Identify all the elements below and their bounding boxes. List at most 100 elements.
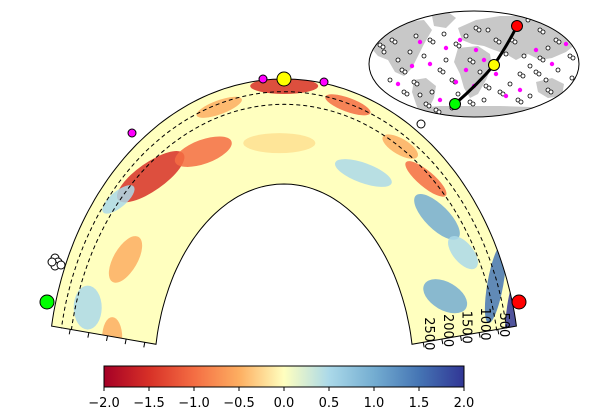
colorbar-tick-label: 1.5: [409, 396, 430, 411]
anomaly-patch: [448, 235, 478, 270]
magenta-surface-point: [319, 77, 329, 87]
map-points: [377, 17, 576, 115]
depth-tick: [143, 342, 146, 348]
map-white-point: [421, 53, 427, 59]
magenta-surface-point: [258, 74, 268, 84]
depth-tick: [106, 335, 108, 341]
depth-axis-left: [68, 329, 146, 348]
map-white-point: [476, 27, 482, 33]
map-white-point: [521, 53, 527, 59]
map-magenta-point: [395, 81, 401, 87]
colorbar-tick-label: −2.0: [88, 396, 120, 411]
map-white-point: [540, 29, 546, 35]
map-magenta-point: [549, 61, 555, 67]
anomaly-patch: [243, 133, 316, 154]
map-white-point: [560, 99, 566, 105]
colorbar-tick-label: 0.0: [274, 396, 295, 411]
map-white-point: [429, 89, 435, 95]
map-magenta-point: [533, 47, 539, 53]
map-white-point: [527, 63, 533, 69]
map-white-point: [481, 97, 487, 103]
white-surface-point: [56, 260, 66, 270]
land-australia: [536, 78, 564, 98]
white-surface-point: [416, 119, 426, 129]
depth-tick: [441, 339, 444, 345]
map-white-point: [440, 69, 446, 75]
colorbar-tick-label: −1.5: [133, 396, 165, 411]
depth-tick: [124, 339, 127, 345]
anomaly-patch: [174, 136, 232, 167]
colorbar-tick-label: 2.0: [454, 396, 475, 411]
anomaly-patch: [423, 279, 468, 314]
inset-world-map: [368, 10, 580, 118]
depth-tick-label: 2000: [440, 314, 455, 347]
map-magenta-point: [503, 93, 509, 99]
map-magenta-point: [473, 47, 479, 53]
map-white-point: [470, 59, 476, 65]
depth-tick: [422, 342, 425, 348]
depth-tick-label: 500: [496, 313, 511, 338]
map-white-point: [417, 92, 423, 98]
map-magenta-point: [493, 71, 499, 77]
map-white-point: [413, 33, 419, 39]
map-white-point: [380, 44, 386, 50]
map-magenta-point: [427, 61, 433, 67]
map-white-point: [402, 69, 408, 75]
depth-tick-label: 1500: [458, 311, 473, 344]
map-white-point: [559, 27, 565, 33]
anomaly-patch: [335, 159, 392, 187]
map-white-point: [441, 31, 447, 37]
anomaly-patch: [73, 285, 102, 330]
land-antarctica: [370, 106, 579, 117]
profile-mid-marker: [276, 71, 292, 87]
depth-tick: [68, 329, 71, 335]
map-white-point: [392, 39, 398, 45]
map-white-point: [520, 73, 526, 79]
depth-tick: [497, 329, 500, 335]
map-magenta-point: [417, 39, 423, 45]
map-white-point: [387, 77, 393, 83]
map-magenta-point: [457, 37, 463, 43]
map-white-point: [527, 93, 533, 99]
map-magenta-point: [443, 45, 449, 51]
map-white-point: [414, 81, 420, 87]
depth-tick: [478, 332, 481, 338]
colorbar-tick-label: −1.0: [178, 396, 210, 411]
map-white-point: [503, 51, 509, 57]
map-white-point: [486, 85, 492, 91]
map-white-point: [545, 45, 551, 51]
map-magenta-point: [563, 41, 569, 47]
depth-tick-label: 2500: [421, 317, 436, 350]
anomaly-patch: [382, 134, 418, 159]
map-border: [368, 10, 580, 118]
map-end-marker: [511, 20, 523, 32]
map-white-point: [463, 33, 469, 39]
depth-tick-label: 1000: [477, 307, 492, 340]
anomaly-patch: [484, 244, 506, 324]
anomaly-patch: [196, 96, 242, 118]
map-white-point: [381, 49, 387, 55]
map-magenta-point: [437, 97, 443, 103]
map-white-point: [430, 39, 436, 45]
map-start-marker: [449, 98, 461, 110]
profile-start-marker: [39, 294, 55, 310]
depth-contour-dashed: [70, 103, 498, 331]
map-white-point: [395, 57, 401, 63]
map-white-point: [557, 97, 563, 103]
colorbar: −2.0 −1.5 −1.0 −0.5 0.0 0.5 1.0 1.5 2.0: [88, 365, 475, 411]
map-white-point: [569, 75, 575, 81]
map-white-point: [570, 55, 576, 61]
profile-end-marker: [511, 294, 527, 310]
surface-points: [47, 74, 426, 271]
anomaly-patch: [108, 236, 143, 283]
land-greenland: [432, 12, 456, 28]
anomaly-patch: [325, 94, 371, 116]
map-white-point: [512, 39, 518, 45]
map-white-point: [455, 91, 461, 97]
anomaly-patch: [405, 161, 447, 197]
colorbar-tick-label: −0.5: [223, 396, 255, 411]
map-white-point: [496, 39, 502, 45]
map-white-point: [500, 91, 506, 97]
